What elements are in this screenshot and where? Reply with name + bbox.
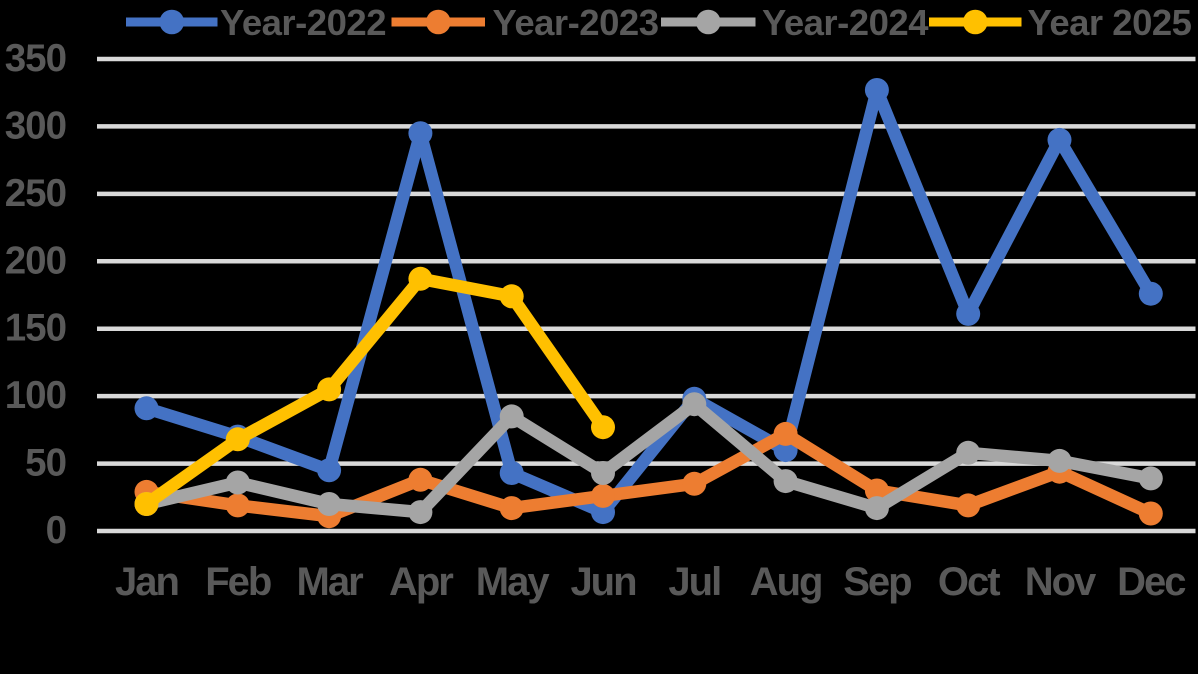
svg-text:150: 150 [5, 307, 66, 350]
svg-text:May: May [476, 560, 551, 604]
svg-text:Feb: Feb [205, 560, 271, 604]
svg-text:Sep: Sep [843, 560, 911, 604]
svg-text:100: 100 [5, 374, 66, 417]
svg-text:Mar: Mar [297, 560, 364, 604]
svg-text:350: 350 [5, 37, 66, 80]
svg-text:Year-2022: Year-2022 [220, 2, 386, 43]
svg-text:Oct: Oct [938, 560, 1000, 604]
svg-text:Year 2025: Year 2025 [1028, 2, 1192, 43]
svg-text:Aug: Aug [750, 560, 822, 604]
svg-text:250: 250 [5, 172, 66, 215]
svg-text:200: 200 [5, 239, 66, 282]
svg-text:50: 50 [25, 442, 66, 485]
svg-text:Year-2023: Year-2023 [493, 2, 659, 43]
svg-text:Dec: Dec [1117, 560, 1186, 604]
svg-text:Jan: Jan [115, 560, 178, 604]
svg-text:Year-2024: Year-2024 [762, 2, 929, 43]
svg-text:0: 0 [46, 509, 66, 552]
svg-text:Jun: Jun [570, 560, 635, 604]
svg-text:Jul: Jul [668, 560, 720, 604]
svg-text:Apr: Apr [389, 560, 453, 604]
svg-text:Nov: Nov [1025, 560, 1097, 604]
svg-text:300: 300 [5, 104, 66, 147]
